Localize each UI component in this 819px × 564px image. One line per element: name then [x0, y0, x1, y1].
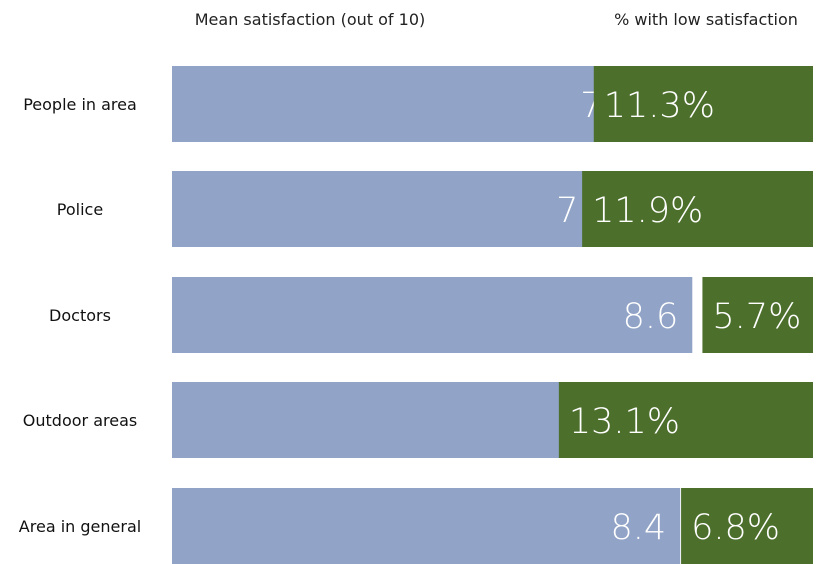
- mean-satisfaction-value-label: 8.4: [611, 508, 667, 548]
- low-satisfaction-bar: [582, 171, 813, 247]
- category-label: Doctors: [49, 306, 111, 325]
- mean-satisfaction-bar: [172, 171, 626, 247]
- category-label: Police: [57, 200, 103, 219]
- low-satisfaction-value-label: 5.7%: [712, 297, 801, 337]
- low-satisfaction-bar: [558, 382, 813, 458]
- category-labels: People in area Police Doctors Outdoor areas…: [19, 95, 141, 536]
- low-satisfaction-value-label: 13.1%: [569, 402, 680, 442]
- low-satisfaction-bars: 11.3% 11.9% 5.7% 13.1% 6.8%: [558, 66, 813, 564]
- category-label: Area in general: [19, 517, 141, 536]
- mean-satisfaction-title: Mean satisfaction (out of 10): [195, 10, 425, 29]
- low-satisfaction-value-label: 11.9%: [592, 191, 703, 231]
- mean-satisfaction-bar: [172, 66, 650, 142]
- mean-satisfaction-bar: [172, 277, 693, 353]
- low-satisfaction-value-label: 11.3%: [604, 86, 715, 126]
- low-satisfaction-bar: [681, 488, 813, 564]
- low-satisfaction-bar: [593, 66, 813, 142]
- category-label: People in area: [23, 95, 137, 114]
- low-satisfaction-bar: [702, 277, 813, 353]
- mean-satisfaction-bar: [172, 488, 681, 564]
- mean-satisfaction-value-label: 8.6: [623, 297, 679, 337]
- category-label: Outdoor areas: [23, 411, 137, 430]
- low-satisfaction-title: % with low satisfaction: [614, 10, 798, 29]
- low-satisfaction-value-label: 6.8%: [691, 508, 780, 548]
